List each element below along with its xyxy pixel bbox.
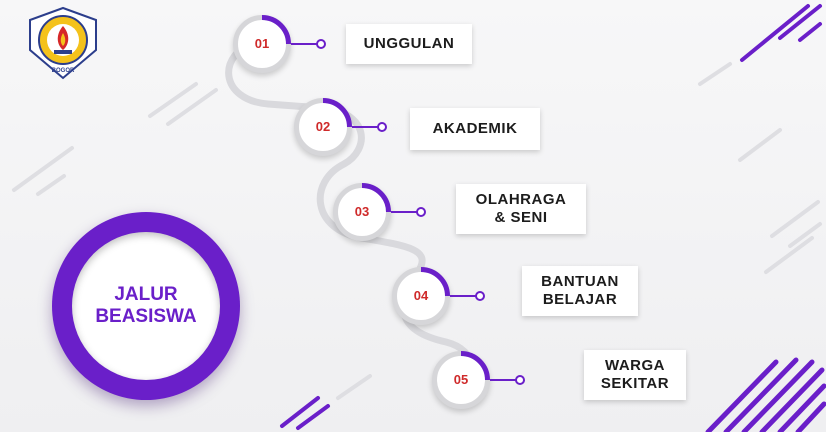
step-03-label: OLAHRAGA & SENI — [456, 184, 586, 234]
step-02-dot — [377, 122, 387, 132]
step-03-circle: 03 — [333, 183, 391, 241]
step-label-line: UNGGULAN — [363, 35, 455, 52]
step-01-connector — [291, 43, 321, 45]
step-label-line: OLAHRAGA — [475, 191, 567, 208]
step-label-line: BELAJAR — [542, 291, 618, 308]
step-number: 03 — [354, 204, 370, 219]
page-title: JALUR BEASISWA — [95, 284, 196, 328]
step-05-circle: 05 — [432, 351, 490, 409]
title-circle-inner: JALUR BEASISWA — [72, 232, 220, 380]
page-title-line2: BEASISWA — [95, 306, 197, 327]
step-02-connector — [352, 126, 382, 128]
step-01-circle: 01 — [233, 15, 291, 73]
step-02-circle: 02 — [294, 98, 352, 156]
step-progress-arc — [261, 15, 291, 45]
step-label-line: WARGA — [605, 357, 665, 374]
step-label-line: & SENI — [494, 209, 548, 226]
step-progress-arc — [420, 267, 450, 297]
step-label-line: BANTUAN — [541, 273, 619, 290]
step-01-dot — [316, 39, 326, 49]
step-04-label: BANTUAN BELAJAR — [522, 266, 638, 316]
step-04-dot — [475, 291, 485, 301]
step-number: 01 — [254, 36, 270, 51]
step-progress-arc — [322, 98, 352, 128]
step-05-dot — [515, 375, 525, 385]
step-number: 04 — [413, 288, 429, 303]
step-05-label: WARGA SEKITAR — [584, 350, 686, 400]
step-progress-arc — [460, 351, 490, 381]
step-02-label: AKADEMIK — [410, 108, 540, 150]
page-title-line1: JALUR — [114, 284, 178, 305]
step-number: 02 — [315, 119, 331, 134]
step-label-line: AKADEMIK — [432, 120, 518, 137]
step-05-connector — [490, 379, 520, 381]
step-label-line: SEKITAR — [600, 375, 670, 392]
step-number: 05 — [453, 372, 469, 387]
step-01-label: UNGGULAN — [346, 24, 472, 64]
logo-bottom-text: BOGOR — [52, 68, 75, 74]
step-04-connector — [450, 295, 480, 297]
step-progress-arc — [361, 183, 391, 213]
step-03-dot — [416, 207, 426, 217]
step-04-circle: 04 — [392, 267, 450, 325]
step-03-connector — [391, 211, 421, 213]
institution-logo: BOGOR — [29, 6, 97, 80]
title-circle: JALUR BEASISWA — [52, 212, 240, 400]
